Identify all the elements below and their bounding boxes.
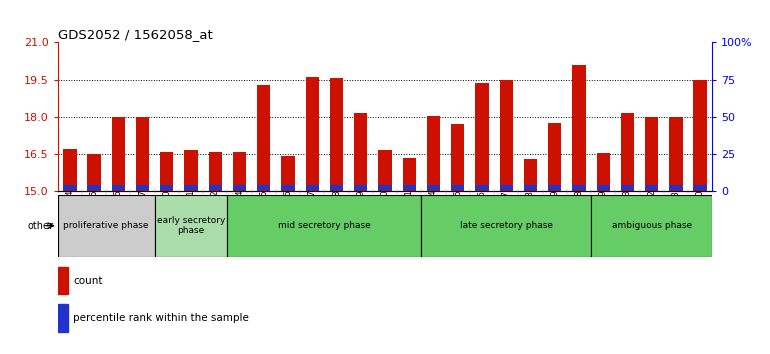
Bar [58,267,68,295]
Text: GDS2052 / 1562058_at: GDS2052 / 1562058_at [58,28,213,41]
Bar [209,152,222,191]
Bar [281,185,295,190]
Bar [160,185,173,190]
Text: GSM109816: GSM109816 [114,190,123,240]
Bar [403,158,416,191]
Text: GSM109836: GSM109836 [477,190,487,240]
Text: late secretory phase: late secretory phase [460,221,553,230]
Bar [112,117,125,191]
Text: GSM109815: GSM109815 [89,190,99,240]
Bar [257,85,270,191]
Bar [451,124,464,191]
Text: GSM109814: GSM109814 [65,190,75,240]
Text: percentile rank within the sample: percentile rank within the sample [73,313,249,323]
Text: proliferative phase: proliferative phase [63,221,149,230]
Bar [427,185,440,190]
Bar [451,185,464,190]
Text: other: other [28,221,54,231]
Bar [645,117,658,191]
Bar [621,185,634,190]
Bar [694,80,707,191]
Bar [500,80,513,191]
Bar [500,185,513,190]
Bar [63,185,76,190]
Text: count: count [73,276,103,286]
Bar [597,153,610,191]
Text: GSM109835: GSM109835 [454,190,462,240]
Bar [548,123,561,191]
Text: GSM109827: GSM109827 [308,190,316,240]
Bar [421,195,591,257]
Bar [524,159,537,191]
Bar [88,185,101,190]
Bar [524,185,537,190]
Text: ambiguous phase: ambiguous phase [611,221,691,230]
Text: GSM109828: GSM109828 [332,190,341,240]
Text: GSM109818: GSM109818 [574,190,584,240]
Bar [306,77,319,191]
Bar [160,152,173,191]
Text: GSM109830: GSM109830 [380,190,390,240]
Bar [378,185,392,190]
Text: GSM109826: GSM109826 [283,190,293,240]
Bar [281,156,295,191]
Text: GSM109831: GSM109831 [405,190,413,240]
Bar [694,185,707,190]
Text: GSM109820: GSM109820 [162,190,172,240]
Bar [572,185,586,190]
Bar [257,185,270,190]
Bar [184,185,198,190]
Bar [403,185,416,190]
Bar [233,185,246,190]
Bar [155,195,227,257]
Text: GSM109819: GSM109819 [598,190,608,240]
Text: early secretory
phase: early secretory phase [157,216,226,235]
Text: GSM109838: GSM109838 [526,190,535,240]
Bar [572,65,586,191]
Text: GSM109829: GSM109829 [357,190,365,240]
Bar [354,113,367,191]
Text: GSM109823: GSM109823 [623,190,632,240]
Text: GSM109822: GSM109822 [211,190,219,240]
Bar [621,113,634,191]
Bar [475,185,489,190]
Bar [63,149,76,191]
Bar [58,304,68,332]
Text: GSM109839: GSM109839 [551,190,559,240]
Bar [136,117,149,191]
Bar [330,185,343,190]
Bar [548,185,561,190]
Text: GSM109833: GSM109833 [671,190,681,240]
Bar [427,115,440,191]
Text: GSM109824: GSM109824 [235,190,244,240]
Bar [645,185,658,190]
Bar [184,150,198,191]
Bar [88,154,101,191]
Bar [597,185,610,190]
Text: GSM109840: GSM109840 [695,190,705,240]
Bar [209,185,222,190]
Bar [330,79,343,191]
Bar [227,195,421,257]
Text: mid secretory phase: mid secretory phase [278,221,371,230]
Bar [306,185,319,190]
Text: GSM109825: GSM109825 [259,190,268,240]
Bar [475,83,489,191]
Bar [233,152,246,191]
Bar [136,185,149,190]
Text: GSM109821: GSM109821 [186,190,196,240]
Text: GSM109834: GSM109834 [429,190,438,240]
Bar [669,117,682,191]
Bar [378,150,392,191]
Bar [112,185,125,190]
Text: GSM109817: GSM109817 [138,190,147,240]
Text: GSM109832: GSM109832 [647,190,656,240]
Text: GSM109837: GSM109837 [502,190,511,240]
Bar [58,195,155,257]
Bar [669,185,682,190]
Bar [354,185,367,190]
Bar [591,195,712,257]
